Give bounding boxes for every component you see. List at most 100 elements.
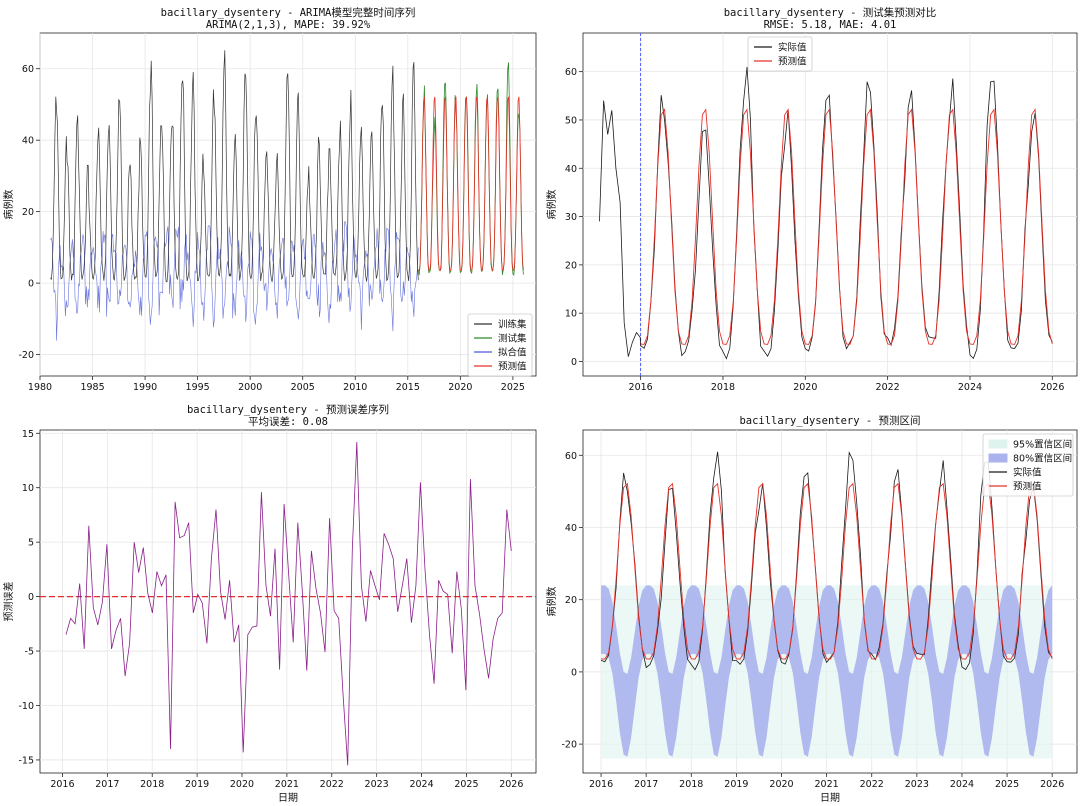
- y-axis-label: 预测误差: [2, 582, 15, 622]
- x-tick-label: 2022: [876, 382, 900, 393]
- x-tick-label: 2022: [320, 779, 344, 790]
- legend-label: 测试集: [498, 333, 527, 345]
- y-tick-label: 20: [565, 595, 577, 606]
- legend-label: 实际值: [778, 42, 807, 54]
- x-tick-label: 2016: [50, 779, 74, 790]
- x-tick-label: 2018: [711, 382, 735, 393]
- x-tick-label: 2024: [950, 779, 974, 790]
- y-tick-label: 60: [565, 451, 577, 462]
- y-tick-label: 0: [28, 279, 34, 290]
- x-tick-label: 2019: [724, 779, 748, 790]
- x-tick-label: 2023: [365, 779, 389, 790]
- y-tick-label: -15: [18, 755, 34, 766]
- x-tick-label: 2019: [185, 779, 209, 790]
- legend-label: 预测值: [1013, 481, 1042, 493]
- x-tick-label: 2026: [1040, 382, 1064, 393]
- legend-box: [467, 313, 533, 377]
- x-tick-label: 2015: [396, 382, 420, 393]
- x-tick-label: 2018: [679, 779, 703, 790]
- x-tick-label: 2024: [958, 382, 982, 393]
- x-tick-label: 2018: [140, 779, 164, 790]
- x-tick-label: 2020: [769, 779, 793, 790]
- chart-title: bacillary_dysentery - ARIMA模型完整时间序列: [161, 6, 416, 19]
- series-forecast: [640, 108, 1053, 345]
- series-forecast: [600, 482, 1053, 660]
- x-tick-label: 2000: [238, 382, 262, 393]
- legend-label: 实际值: [1013, 467, 1042, 479]
- panel-test-comparison: 2016 2018 2020 2022 2024 2026 0 10 20 30 40 50 60 bac…: [545, 6, 1078, 393]
- chart-title: bacillary_dysentery - 预测误差序列: [187, 403, 389, 416]
- plot-frame: [582, 32, 1078, 377]
- x-tick-label: 2005: [291, 382, 315, 393]
- chart-subtitle: RMSE: 5.18, MAE: 4.01: [764, 19, 897, 31]
- x-tick-label: 1995: [186, 382, 210, 393]
- x-axis-label: 日期: [820, 792, 840, 804]
- x-tick-label: 1980: [28, 382, 52, 393]
- x-tick-label: 2020: [793, 382, 817, 393]
- panel-prediction-interval: 2016 2017 2018 2019 2020 2021 2022 2023 2024 2025…: [545, 414, 1078, 804]
- chart-title: bacillary_dysentery - 测试集预测对比: [724, 6, 937, 19]
- legend-box: [747, 36, 813, 72]
- y-tick-label: 20: [565, 260, 577, 271]
- legend-label: 预测值: [498, 361, 527, 373]
- x-tick-label: 2016: [629, 382, 653, 393]
- y-tick-label: 40: [22, 136, 34, 147]
- x-tick-label: 2024: [409, 779, 433, 790]
- x-tick-label: 2026: [1040, 779, 1064, 790]
- y-tick-label: -20: [18, 350, 34, 361]
- y-tick-label: 60: [22, 64, 34, 75]
- chart-subtitle: ARIMA(2,1,3), MAPE: 39.92%: [206, 19, 371, 31]
- x-tick-label: 1985: [80, 382, 104, 393]
- x-tick-label: 2021: [275, 779, 299, 790]
- x-tick-label: 2017: [95, 779, 119, 790]
- x-tick-label: 2020: [448, 382, 472, 393]
- x-tick-label: 2025: [454, 779, 478, 790]
- x-tick-label: 2025: [501, 382, 525, 393]
- legend-label: 训练集: [498, 319, 527, 331]
- x-tick-label: 2021: [815, 779, 839, 790]
- legend-label: 80%置信区间: [1013, 453, 1072, 465]
- y-tick-label: 40: [565, 523, 577, 534]
- x-tick-label: 1990: [133, 382, 157, 393]
- y-tick-label: 40: [565, 164, 577, 175]
- y-tick-label: 10: [565, 309, 577, 320]
- x-axis-label: 日期: [278, 792, 298, 804]
- y-tick-label: 0: [571, 667, 577, 678]
- panel-full-series: 1980 1985 1990 1995 2000 2005 2010 2015 2020 2025…: [2, 6, 537, 393]
- x-tick-label: 2017: [634, 779, 658, 790]
- chart-title: bacillary_dysentery - 预测区间: [739, 414, 920, 427]
- chart-subtitle: 平均误差: 0.08: [248, 415, 328, 428]
- y-axis-label: 病例数: [545, 587, 558, 617]
- legend-label: 95%置信区间: [1013, 439, 1072, 451]
- legend-label: 拟合值: [498, 347, 527, 359]
- x-tick-label: 2025: [995, 779, 1019, 790]
- x-tick-label: 2026: [499, 779, 523, 790]
- legend-swatch: [988, 439, 1008, 449]
- y-tick-label: 10: [22, 483, 34, 494]
- y-tick-label: -10: [18, 701, 34, 712]
- series-train: [50, 50, 419, 283]
- y-tick-label: -20: [561, 740, 577, 751]
- x-tick-label: 2020: [230, 779, 254, 790]
- y-axis-label: 病例数: [2, 190, 15, 220]
- y-tick-label: -5: [25, 647, 34, 658]
- series-error: [65, 441, 512, 766]
- legend-box: [982, 433, 1074, 497]
- series-forecast: [418, 96, 524, 272]
- legend-swatch: [988, 453, 1008, 463]
- band-80-ci: [601, 585, 1053, 757]
- y-tick-label: 30: [565, 212, 577, 223]
- legend-label: 预测值: [778, 56, 807, 68]
- y-tick-label: 15: [22, 429, 34, 440]
- x-tick-label: 2016: [589, 779, 613, 790]
- y-axis-label: 病例数: [545, 190, 558, 220]
- x-tick-label: 2022: [860, 779, 884, 790]
- x-tick-label: 2023: [905, 779, 929, 790]
- plot-frame: [582, 429, 1078, 774]
- y-tick-label: 50: [565, 115, 577, 126]
- y-tick-label: 20: [22, 207, 34, 218]
- y-tick-label: 0: [571, 357, 577, 368]
- plot-frame: [39, 429, 537, 774]
- panel-forecast-error: 2016 2017 2018 2019 2020 2021 2022 2023 2024 2025…: [2, 403, 537, 804]
